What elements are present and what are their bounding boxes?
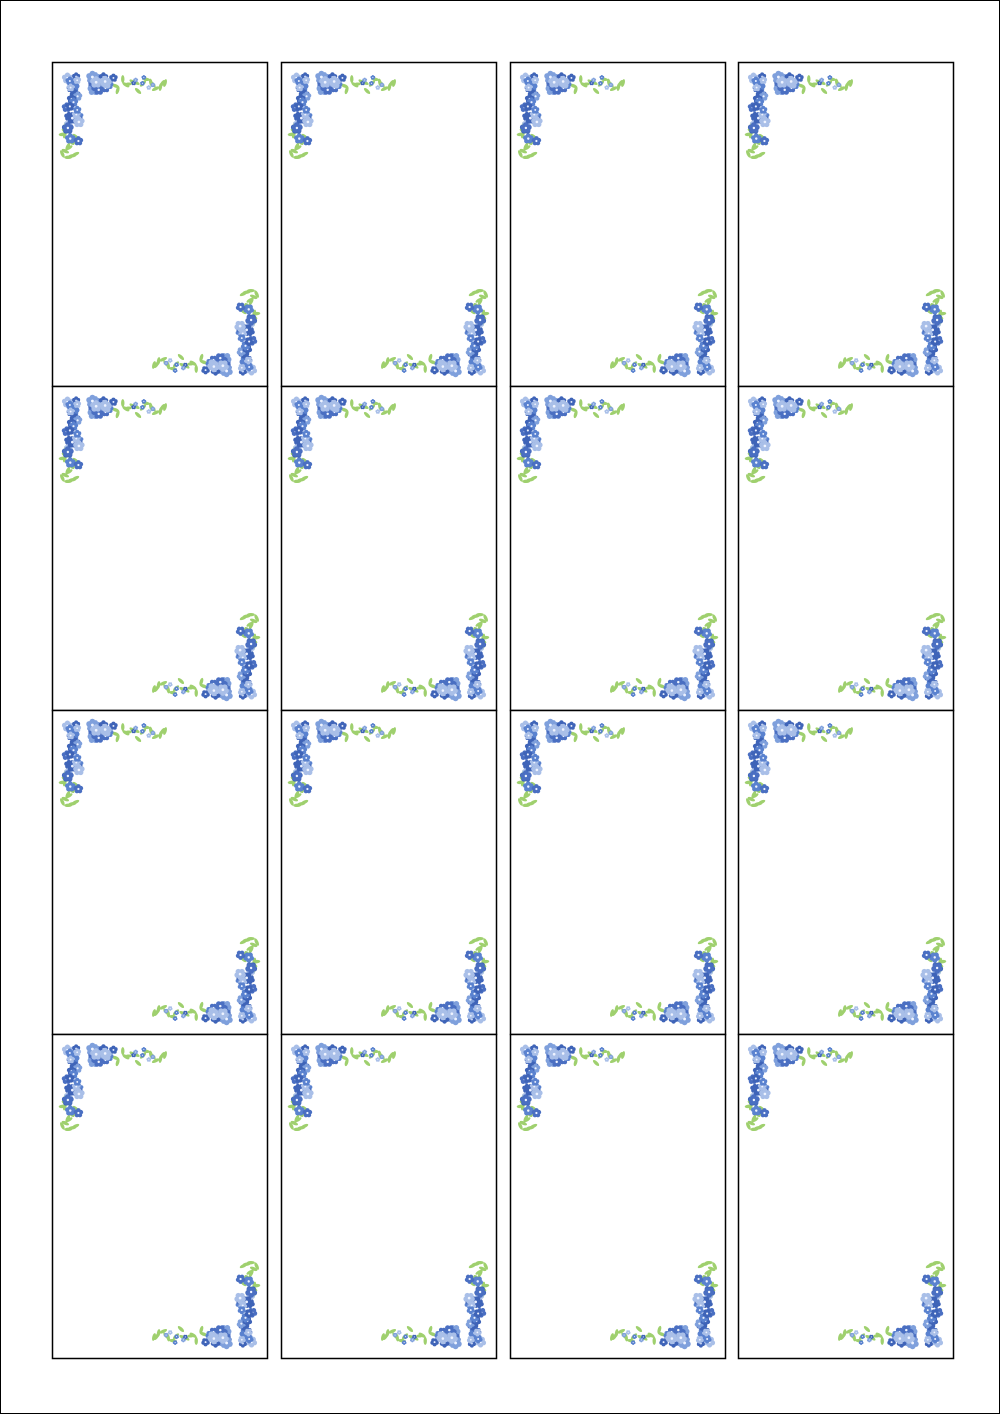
card-border bbox=[509, 385, 727, 712]
card-border bbox=[737, 385, 955, 712]
label-card bbox=[509, 61, 727, 388]
label-card bbox=[737, 61, 955, 388]
card-border bbox=[737, 1033, 955, 1360]
label-card bbox=[280, 385, 498, 712]
label-card bbox=[51, 61, 269, 388]
label-card bbox=[51, 709, 269, 1036]
label-card bbox=[509, 1033, 727, 1360]
label-card bbox=[509, 385, 727, 712]
card-border bbox=[280, 61, 498, 388]
card-border bbox=[51, 709, 269, 1036]
label-card bbox=[737, 709, 955, 1036]
card-border bbox=[509, 61, 727, 388]
label-card bbox=[280, 709, 498, 1036]
label-card bbox=[280, 1033, 498, 1360]
card-border bbox=[509, 1033, 727, 1360]
card-border bbox=[51, 61, 269, 388]
card-border bbox=[51, 385, 269, 712]
card-border bbox=[280, 1033, 498, 1360]
label-card bbox=[51, 1033, 269, 1360]
card-border bbox=[737, 61, 955, 388]
card-border bbox=[280, 709, 498, 1036]
label-card bbox=[737, 1033, 955, 1360]
label-card bbox=[280, 61, 498, 388]
card-border bbox=[737, 709, 955, 1036]
card-border bbox=[51, 1033, 269, 1360]
label-card bbox=[509, 709, 727, 1036]
card-grid bbox=[51, 61, 955, 1360]
label-card bbox=[51, 385, 269, 712]
card-border bbox=[509, 709, 727, 1036]
label-card bbox=[737, 385, 955, 712]
card-border bbox=[280, 385, 498, 712]
